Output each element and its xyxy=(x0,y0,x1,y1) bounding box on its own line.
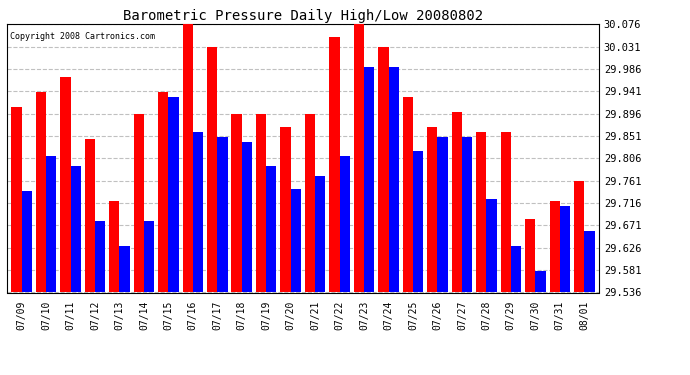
Bar xyxy=(584,231,595,292)
Bar xyxy=(574,181,584,292)
Bar xyxy=(95,221,106,292)
Text: Copyright 2008 Cartronics.com: Copyright 2008 Cartronics.com xyxy=(10,32,155,41)
Bar xyxy=(329,37,339,292)
Bar xyxy=(85,139,95,292)
Bar xyxy=(427,127,437,292)
Bar xyxy=(168,97,179,292)
Bar xyxy=(413,152,423,292)
Title: Barometric Pressure Daily High/Low 20080802: Barometric Pressure Daily High/Low 20080… xyxy=(123,9,483,23)
Bar xyxy=(109,201,119,292)
Bar xyxy=(290,189,301,292)
Bar xyxy=(339,156,350,292)
Bar xyxy=(388,67,399,292)
Bar xyxy=(217,136,228,292)
Bar xyxy=(207,47,217,292)
Bar xyxy=(144,221,154,292)
Bar xyxy=(70,166,81,292)
Bar xyxy=(560,206,570,292)
Bar xyxy=(46,156,57,292)
Bar xyxy=(500,132,511,292)
Bar xyxy=(486,199,497,292)
Bar xyxy=(11,107,21,292)
Bar xyxy=(266,166,277,292)
Bar xyxy=(36,92,46,292)
Bar xyxy=(437,136,448,292)
Bar xyxy=(21,191,32,292)
Bar xyxy=(241,141,252,292)
Bar xyxy=(280,127,290,292)
Bar xyxy=(183,22,193,292)
Bar xyxy=(256,114,266,292)
Bar xyxy=(364,67,375,292)
Bar xyxy=(305,114,315,292)
Bar xyxy=(452,112,462,292)
Bar xyxy=(525,219,535,292)
Bar xyxy=(158,92,168,292)
Bar xyxy=(119,246,130,292)
Bar xyxy=(354,22,364,292)
Bar xyxy=(511,246,521,292)
Bar xyxy=(315,176,326,292)
Bar xyxy=(60,77,70,292)
Bar xyxy=(549,201,560,292)
Bar xyxy=(476,132,486,292)
Bar xyxy=(535,271,546,292)
Bar xyxy=(134,114,144,292)
Bar xyxy=(462,136,472,292)
Bar xyxy=(231,114,241,292)
Bar xyxy=(403,97,413,292)
Bar xyxy=(378,47,388,292)
Bar xyxy=(193,132,203,292)
